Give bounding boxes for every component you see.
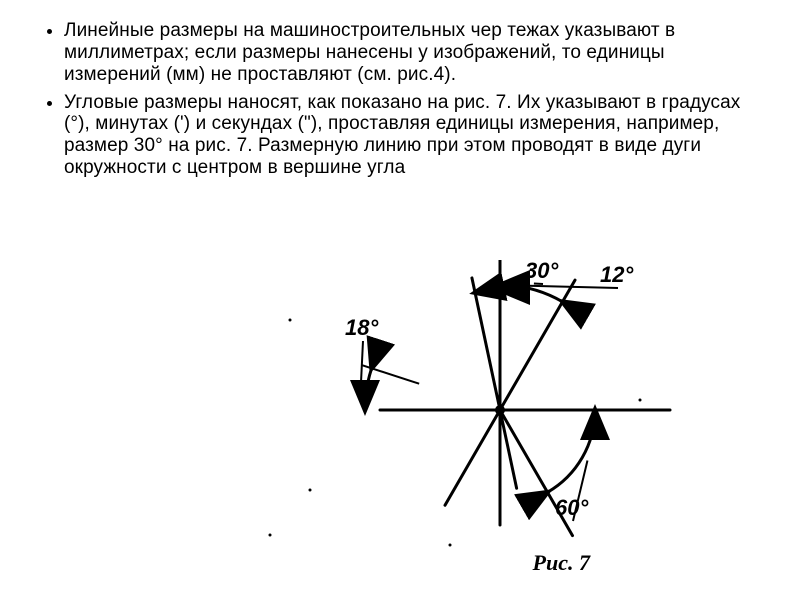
bullet-item: Угловые размеры наносят, как показано на… bbox=[64, 92, 760, 179]
slide: Линейные размеры на машиностроительных ч… bbox=[0, 0, 800, 600]
figure-caption: Рис. 7 bbox=[533, 550, 590, 576]
svg-text:18°: 18° bbox=[345, 315, 378, 340]
svg-text:12°: 12° bbox=[600, 262, 633, 287]
bullet-item: Линейные размеры на машиностроительных ч… bbox=[64, 20, 760, 86]
svg-text:30°: 30° bbox=[525, 260, 558, 283]
svg-text:60°: 60° bbox=[555, 495, 588, 520]
figure-angle-diagram: 30° 12° 18° 60° Рис. 7 bbox=[200, 260, 700, 580]
bullet-list: Линейные размеры на машиностроительных ч… bbox=[40, 20, 760, 179]
